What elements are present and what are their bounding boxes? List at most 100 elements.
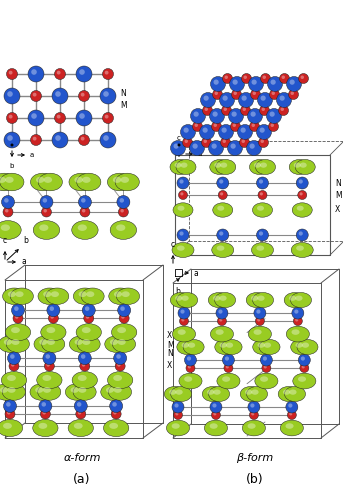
Circle shape [74, 400, 87, 412]
Circle shape [3, 400, 16, 412]
Circle shape [179, 232, 184, 235]
Ellipse shape [105, 336, 128, 352]
Circle shape [217, 229, 229, 241]
Ellipse shape [298, 376, 306, 382]
Ellipse shape [11, 327, 20, 333]
Text: N: N [335, 178, 341, 188]
Ellipse shape [113, 375, 122, 381]
Ellipse shape [0, 336, 22, 352]
Circle shape [251, 80, 257, 84]
Ellipse shape [216, 160, 236, 174]
Circle shape [7, 135, 13, 141]
Ellipse shape [78, 387, 86, 393]
Circle shape [31, 113, 37, 119]
Circle shape [220, 192, 223, 196]
Ellipse shape [74, 339, 83, 345]
Ellipse shape [37, 372, 62, 388]
Ellipse shape [176, 160, 196, 174]
Circle shape [48, 313, 58, 323]
Circle shape [50, 315, 54, 318]
Circle shape [11, 144, 13, 146]
Circle shape [55, 135, 61, 141]
Circle shape [241, 96, 247, 101]
Circle shape [184, 128, 189, 132]
Circle shape [244, 76, 247, 79]
Circle shape [185, 354, 197, 366]
Circle shape [79, 69, 85, 75]
Ellipse shape [41, 324, 66, 341]
Ellipse shape [208, 292, 229, 308]
Circle shape [286, 76, 301, 92]
Circle shape [186, 364, 195, 372]
Circle shape [42, 402, 46, 406]
Ellipse shape [6, 336, 29, 352]
Circle shape [233, 80, 238, 84]
Circle shape [111, 409, 121, 419]
Circle shape [179, 316, 189, 326]
Ellipse shape [4, 339, 12, 345]
Ellipse shape [107, 372, 133, 388]
Ellipse shape [0, 220, 21, 240]
Ellipse shape [5, 324, 31, 341]
Text: b: b [23, 236, 28, 245]
Circle shape [202, 128, 208, 132]
Circle shape [300, 364, 309, 372]
Circle shape [14, 306, 19, 311]
Circle shape [249, 144, 255, 149]
Circle shape [31, 134, 42, 145]
Circle shape [79, 90, 90, 102]
Circle shape [226, 366, 229, 368]
Circle shape [49, 306, 54, 311]
Circle shape [114, 352, 127, 364]
Ellipse shape [106, 387, 114, 393]
Ellipse shape [175, 162, 181, 168]
Circle shape [299, 180, 303, 184]
Circle shape [212, 144, 217, 149]
Ellipse shape [297, 206, 304, 210]
Circle shape [180, 310, 185, 314]
Ellipse shape [252, 203, 272, 217]
Circle shape [213, 112, 218, 116]
Ellipse shape [283, 390, 290, 395]
Circle shape [110, 400, 123, 412]
Text: (a): (a) [73, 474, 91, 486]
Ellipse shape [0, 384, 18, 400]
Ellipse shape [246, 292, 267, 308]
Ellipse shape [117, 288, 140, 304]
Circle shape [296, 229, 308, 241]
Circle shape [228, 108, 244, 124]
Circle shape [241, 140, 245, 143]
Circle shape [81, 198, 85, 202]
Ellipse shape [101, 384, 124, 400]
Text: X: X [167, 360, 172, 370]
Circle shape [247, 140, 261, 156]
Circle shape [82, 363, 85, 366]
Circle shape [256, 316, 264, 326]
Circle shape [113, 411, 117, 414]
Circle shape [299, 232, 303, 235]
Text: a: a [198, 151, 202, 157]
Ellipse shape [183, 340, 204, 354]
Circle shape [298, 354, 310, 366]
Circle shape [10, 354, 15, 359]
Text: N: N [120, 90, 126, 98]
Ellipse shape [249, 160, 270, 174]
Ellipse shape [253, 330, 262, 335]
Circle shape [209, 140, 224, 156]
Circle shape [260, 96, 266, 101]
Ellipse shape [1, 224, 10, 231]
Ellipse shape [292, 203, 312, 217]
Circle shape [288, 90, 298, 100]
Circle shape [213, 90, 223, 100]
Circle shape [115, 361, 125, 371]
Circle shape [270, 90, 280, 100]
Ellipse shape [73, 384, 96, 400]
Ellipse shape [216, 330, 224, 335]
Ellipse shape [46, 288, 69, 304]
Circle shape [301, 366, 305, 368]
Circle shape [192, 122, 202, 132]
Ellipse shape [210, 160, 230, 174]
Circle shape [223, 74, 233, 84]
Ellipse shape [12, 339, 20, 345]
Ellipse shape [215, 340, 236, 354]
